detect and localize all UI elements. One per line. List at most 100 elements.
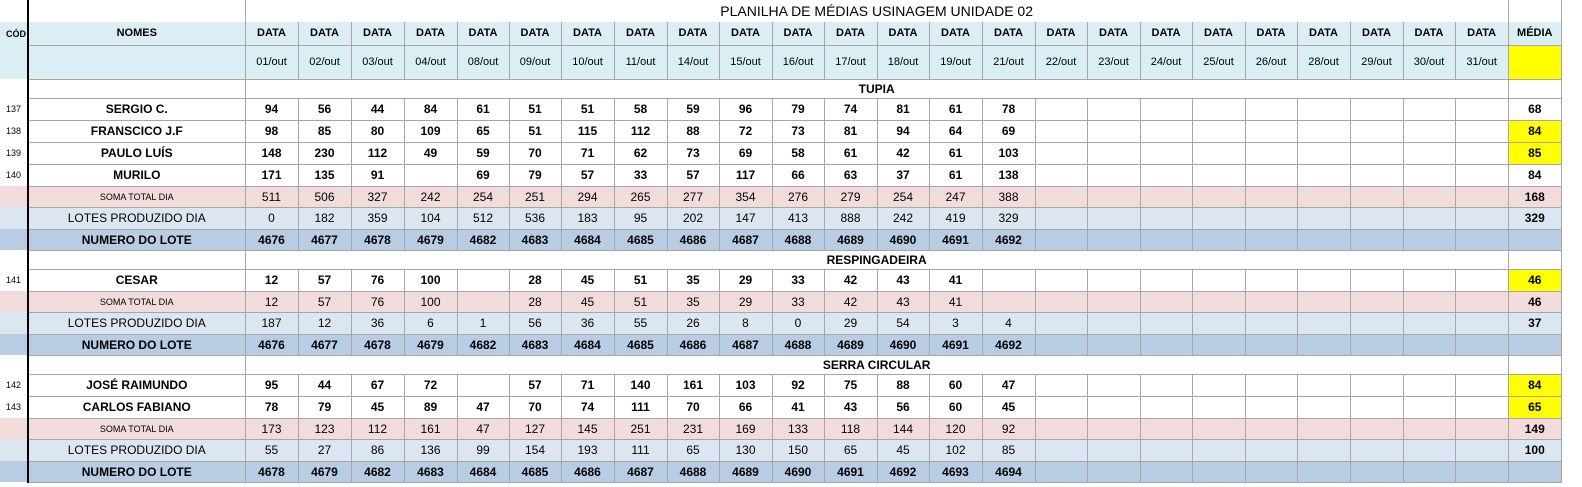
value-cell[interactable] (1140, 142, 1193, 165)
value-cell[interactable] (404, 164, 458, 187)
value-cell[interactable]: 187 (245, 312, 299, 335)
value-cell[interactable]: 4685 (614, 334, 668, 356)
value-cell[interactable]: 26 (667, 312, 720, 335)
value-cell[interactable]: 0 (772, 312, 825, 335)
value-cell[interactable] (1403, 186, 1456, 208)
value-cell[interactable]: 230 (298, 142, 352, 165)
value-cell[interactable]: 169 (719, 418, 773, 440)
value-cell[interactable]: 0 (245, 207, 299, 230)
value-cell[interactable]: 161 (404, 418, 458, 440)
value-cell[interactable] (1403, 164, 1456, 187)
value-cell[interactable] (1297, 269, 1351, 292)
value-cell[interactable]: 4690 (877, 229, 930, 251)
value-cell[interactable] (1350, 269, 1404, 292)
value-cell[interactable]: 4689 (719, 461, 773, 483)
value-cell[interactable] (1087, 418, 1141, 440)
value-cell[interactable] (1140, 374, 1193, 397)
value-cell[interactable] (1192, 461, 1246, 483)
value-cell[interactable] (1297, 120, 1351, 143)
value-cell[interactable]: 65 (667, 439, 720, 462)
value-cell[interactable] (1455, 164, 1509, 187)
value-cell[interactable]: 12 (298, 312, 352, 335)
value-cell[interactable] (1350, 396, 1404, 419)
value-cell[interactable]: 41 (929, 291, 983, 313)
value-cell[interactable] (1140, 120, 1193, 143)
value-cell[interactable]: 27 (298, 439, 352, 462)
value-cell[interactable] (1403, 312, 1456, 335)
value-cell[interactable]: 4679 (404, 334, 458, 356)
value-cell[interactable]: 100 (404, 269, 458, 292)
value-cell[interactable]: 112 (351, 418, 405, 440)
value-cell[interactable]: 251 (509, 186, 562, 208)
value-cell[interactable] (1455, 207, 1509, 230)
value-cell[interactable] (1192, 186, 1246, 208)
value-cell[interactable] (1297, 374, 1351, 397)
value-cell[interactable]: 79 (509, 164, 562, 187)
value-cell[interactable]: 57 (298, 269, 352, 292)
value-cell[interactable]: 4687 (719, 334, 773, 356)
value-cell[interactable] (1403, 439, 1456, 462)
value-cell[interactable] (1245, 207, 1298, 230)
media-cell[interactable]: 100 (1508, 439, 1562, 462)
value-cell[interactable]: 100 (404, 291, 458, 313)
value-cell[interactable]: 265 (614, 186, 668, 208)
value-cell[interactable]: 4691 (824, 461, 878, 483)
value-cell[interactable]: 294 (561, 186, 615, 208)
value-cell[interactable]: 71 (561, 374, 615, 397)
value-cell[interactable]: 28 (509, 291, 562, 313)
value-cell[interactable]: 70 (509, 142, 562, 165)
value-cell[interactable]: 64 (929, 120, 983, 143)
value-cell[interactable] (1297, 312, 1351, 335)
value-cell[interactable]: 51 (509, 120, 562, 143)
value-cell[interactable] (1245, 374, 1298, 397)
value-cell[interactable]: 4693 (929, 461, 983, 483)
value-cell[interactable]: 35 (667, 291, 720, 313)
value-cell[interactable]: 56 (298, 98, 352, 121)
value-cell[interactable]: 161 (667, 374, 720, 397)
value-cell[interactable]: 81 (824, 120, 878, 143)
value-cell[interactable]: 54 (877, 312, 930, 335)
value-cell[interactable]: 73 (772, 120, 825, 143)
value-cell[interactable] (1035, 374, 1088, 397)
value-cell[interactable]: 76 (351, 291, 405, 313)
value-cell[interactable]: 42 (877, 142, 930, 165)
employee-name[interactable]: JOSÉ RAIMUNDO (28, 374, 246, 397)
value-cell[interactable] (1455, 269, 1509, 292)
value-cell[interactable] (1350, 439, 1404, 462)
value-cell[interactable]: 4691 (929, 229, 983, 251)
value-cell[interactable]: 43 (877, 291, 930, 313)
value-cell[interactable]: 4679 (404, 229, 458, 251)
value-cell[interactable] (1297, 396, 1351, 419)
value-cell[interactable] (1087, 396, 1141, 419)
employee-name[interactable]: FRANSCICO J.F (28, 120, 246, 143)
value-cell[interactable]: 4682 (351, 461, 405, 483)
value-cell[interactable]: 4689 (824, 334, 878, 356)
value-cell[interactable]: 4688 (667, 461, 720, 483)
value-cell[interactable]: 140 (614, 374, 668, 397)
value-cell[interactable] (1192, 334, 1246, 356)
value-cell[interactable] (1245, 461, 1298, 483)
value-cell[interactable] (1297, 461, 1351, 483)
value-cell[interactable] (1455, 186, 1509, 208)
value-cell[interactable]: 4678 (351, 229, 405, 251)
media-cell[interactable]: 85 (1508, 142, 1562, 165)
value-cell[interactable]: 144 (877, 418, 930, 440)
value-cell[interactable]: 73 (667, 142, 720, 165)
value-cell[interactable] (1350, 374, 1404, 397)
value-cell[interactable]: 61 (929, 164, 983, 187)
value-cell[interactable]: 4678 (351, 334, 405, 356)
value-cell[interactable] (1035, 186, 1088, 208)
value-cell[interactable]: 70 (509, 396, 562, 419)
value-cell[interactable] (1297, 142, 1351, 165)
value-cell[interactable]: 183 (561, 207, 615, 230)
value-cell[interactable] (1087, 207, 1141, 230)
value-cell[interactable] (1350, 164, 1404, 187)
value-cell[interactable] (1192, 291, 1246, 313)
value-cell[interactable] (1350, 142, 1404, 165)
employee-code[interactable]: 137 (0, 98, 29, 120)
value-cell[interactable]: 47 (982, 374, 1036, 397)
value-cell[interactable]: 133 (772, 418, 825, 440)
value-cell[interactable] (1140, 98, 1193, 121)
value-cell[interactable]: 506 (298, 186, 352, 208)
employee-code[interactable] (0, 418, 29, 439)
